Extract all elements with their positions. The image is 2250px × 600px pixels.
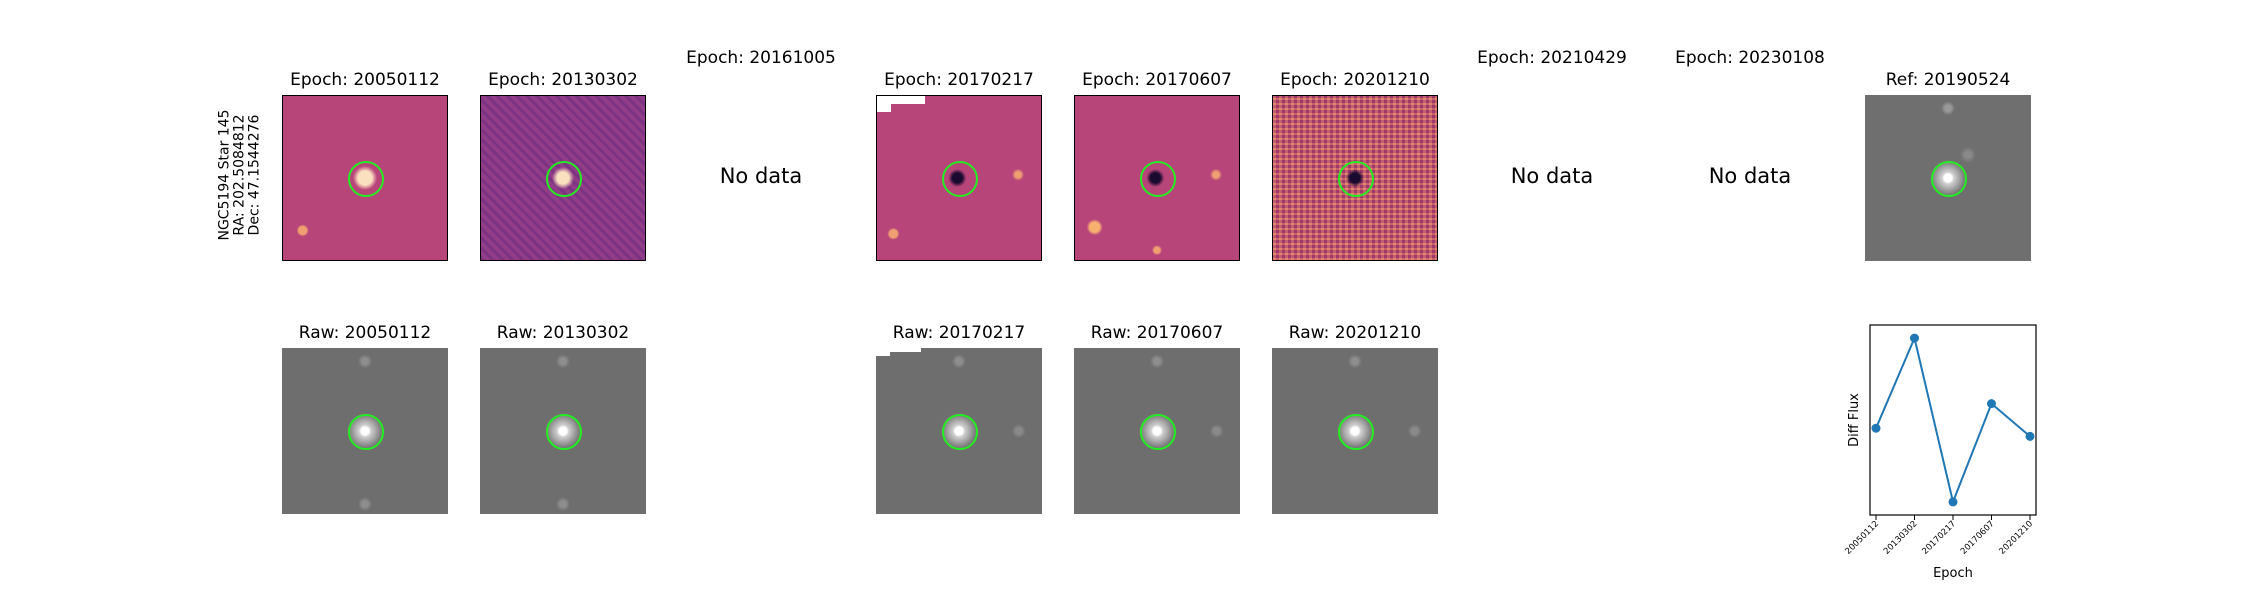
no-data-label: No data <box>1510 164 1594 188</box>
ref-title: Ref: 20190524 <box>1885 70 2011 90</box>
data-point <box>1987 399 1996 409</box>
target-circle <box>1338 161 1374 197</box>
x-tick-label: 20170607 <box>1959 519 1997 557</box>
diff-image-4[interactable] <box>876 95 1042 261</box>
target-circle <box>1140 161 1176 197</box>
raw-image-5[interactable] <box>1272 348 1438 514</box>
target-circle <box>1140 414 1176 450</box>
light-curve-chart: 20050112 20130302 20170217 20170607 20201210… <box>1843 324 2037 581</box>
diff-title-1: Epoch: 20050112 <box>290 70 440 90</box>
target-circle <box>1338 414 1374 450</box>
x-tick-label: 20130302 <box>1882 519 1920 557</box>
raw-title-5: Raw: 20201210 <box>1288 323 1422 343</box>
x-tick-label: 20201210 <box>1997 519 2035 557</box>
raw-image-1[interactable] <box>282 348 448 514</box>
diff-image-2[interactable] <box>480 95 646 261</box>
diff-image-5[interactable] <box>1074 95 1240 261</box>
no-data-label: No data <box>719 164 803 188</box>
diff-title-5: Epoch: 20170607 <box>1082 70 1232 90</box>
x-tick-label: 20050112 <box>1843 519 1881 557</box>
reference-image[interactable] <box>1865 95 2031 261</box>
raw-title-4: Raw: 20170607 <box>1090 323 1224 343</box>
diff-title-7: Epoch: 20210429 <box>1477 48 1627 68</box>
raw-title-2: Raw: 20130302 <box>496 323 630 343</box>
raw-title-1: Raw: 20050112 <box>298 323 432 343</box>
diff-title-8: Epoch: 20230108 <box>1675 48 1825 68</box>
no-data-label: No data <box>1708 164 1792 188</box>
star-dec: Dec: 47.1544276 <box>246 114 263 236</box>
diff-image-1[interactable] <box>282 95 448 261</box>
raw-image-2[interactable] <box>480 348 646 514</box>
series-line <box>1875 334 2031 506</box>
target-circle <box>348 414 384 450</box>
y-axis-label: Diff Flux <box>1847 393 1862 447</box>
data-point <box>1910 333 1919 343</box>
raw-title-3: Raw: 20170217 <box>892 323 1026 343</box>
diff-image-6[interactable] <box>1272 95 1438 261</box>
diff-title-2: Epoch: 20130302 <box>488 70 638 90</box>
diff-title-3: Epoch: 20161005 <box>686 48 836 68</box>
star-name: NGC5194 Star 145 <box>216 109 233 241</box>
target-circle <box>1931 161 1967 197</box>
data-point <box>2025 431 2035 441</box>
raw-image-4[interactable] <box>1074 348 1240 514</box>
diff-title-4: Epoch: 20170217 <box>884 70 1034 90</box>
target-circle <box>348 161 384 197</box>
target-circle <box>546 161 582 197</box>
diff-title-6: Epoch: 20201210 <box>1280 70 1430 90</box>
data-point <box>1948 497 1958 507</box>
star-ra: RA: 202.5084812 <box>231 114 248 236</box>
x-tick-label: 20170217 <box>1920 519 1958 557</box>
raw-image-3[interactable] <box>876 348 1042 514</box>
target-circle <box>942 161 978 197</box>
target-circle <box>546 414 582 450</box>
star-info: NGC5194 Star 145 RA: 202.5084812 Dec: 47… <box>216 109 263 241</box>
x-axis-label: Epoch <box>1933 566 1973 581</box>
target-circle <box>942 414 978 450</box>
data-point <box>1871 423 1881 433</box>
